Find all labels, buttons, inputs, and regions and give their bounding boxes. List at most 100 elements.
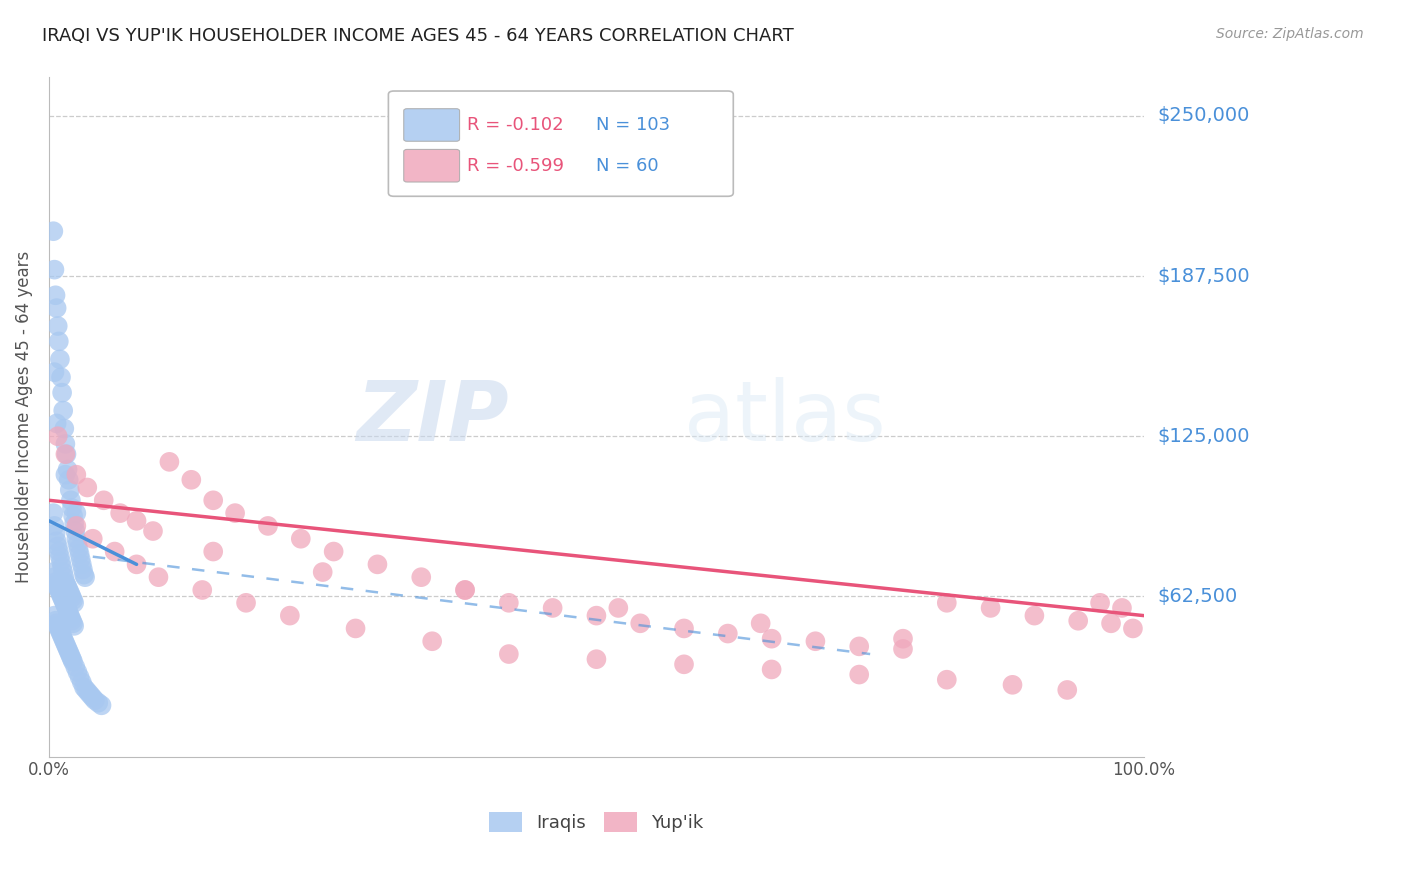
Point (45, 578, 67, 592)
Point (53, 421, 76, 435)
Point (65, 506, 87, 520)
Text: $250,000: $250,000 (1157, 106, 1250, 126)
Point (58, 606, 80, 620)
Text: ZIP: ZIP (356, 376, 509, 458)
Point (628, 616, 651, 631)
Point (202, 493, 225, 508)
Point (55, 447, 77, 461)
Point (62, 593, 84, 607)
Point (42, 506, 65, 520)
Point (62, 508, 84, 523)
Point (46, 540, 69, 554)
Point (70, 675, 93, 690)
Point (891, 632, 914, 646)
Point (157, 455, 180, 469)
Point (63, 619, 86, 633)
Point (69, 552, 91, 566)
Point (673, 657, 696, 672)
Point (51, 385, 73, 400)
Point (366, 558, 388, 572)
Point (51, 629, 73, 643)
Point (73, 681, 96, 695)
Point (46, 581, 69, 595)
Point (55, 575, 77, 590)
Point (51, 560, 73, 574)
Point (411, 570, 433, 584)
Point (56, 642, 79, 657)
Point (55, 599, 77, 613)
Point (87, 696, 110, 710)
Point (1099, 616, 1122, 631)
Point (65, 467, 87, 482)
Point (59, 483, 82, 497)
Point (66, 665, 89, 679)
Point (454, 582, 477, 597)
Point (69, 547, 91, 561)
Point (891, 642, 914, 657)
Point (761, 632, 783, 646)
Point (75, 570, 97, 584)
Point (848, 667, 870, 681)
Point (59, 611, 82, 625)
Point (76, 481, 98, 495)
Point (55, 437, 77, 451)
Point (65, 532, 87, 546)
Point (65, 524, 87, 538)
Point (67, 541, 90, 556)
Text: $187,500: $187,500 (1157, 267, 1250, 285)
Point (49, 624, 72, 638)
Point (49, 626, 72, 640)
Point (59, 647, 82, 661)
Text: R = -0.102: R = -0.102 (467, 116, 564, 134)
Point (59, 585, 82, 599)
Point (55, 601, 77, 615)
Point (49, 370, 72, 384)
Point (278, 608, 301, 623)
Point (79, 688, 101, 702)
Point (52, 565, 75, 579)
Point (56, 603, 79, 617)
FancyBboxPatch shape (388, 91, 734, 196)
Point (45, 288, 67, 302)
Point (56, 581, 79, 595)
Point (312, 565, 335, 579)
Point (48, 582, 70, 597)
Point (55, 467, 77, 482)
FancyBboxPatch shape (404, 150, 460, 182)
Point (58, 582, 80, 597)
Point (53, 570, 76, 584)
Point (322, 544, 344, 558)
Point (53, 596, 76, 610)
Point (541, 601, 564, 615)
Point (49, 588, 72, 602)
Point (46, 429, 69, 443)
Point (749, 616, 772, 631)
Point (45, 575, 67, 590)
Point (63, 516, 86, 531)
Point (804, 634, 827, 648)
Point (59, 493, 82, 508)
Point (585, 608, 607, 623)
Point (52, 403, 75, 417)
Point (420, 634, 443, 648)
Point (46, 619, 69, 633)
Point (498, 596, 520, 610)
Point (72, 562, 94, 576)
Point (48, 622, 70, 636)
Text: R = -0.599: R = -0.599 (467, 157, 564, 175)
Point (45, 417, 67, 431)
Point (53, 634, 76, 648)
Point (224, 506, 246, 520)
Point (52, 632, 75, 646)
Point (235, 596, 257, 610)
Point (65, 519, 87, 533)
Point (63, 596, 86, 610)
Point (125, 558, 148, 572)
Point (55, 637, 77, 651)
Point (290, 532, 312, 546)
Point (65, 660, 87, 674)
Point (191, 582, 214, 597)
Point (82, 532, 104, 546)
FancyBboxPatch shape (404, 109, 460, 141)
Text: $62,500: $62,500 (1157, 587, 1239, 606)
